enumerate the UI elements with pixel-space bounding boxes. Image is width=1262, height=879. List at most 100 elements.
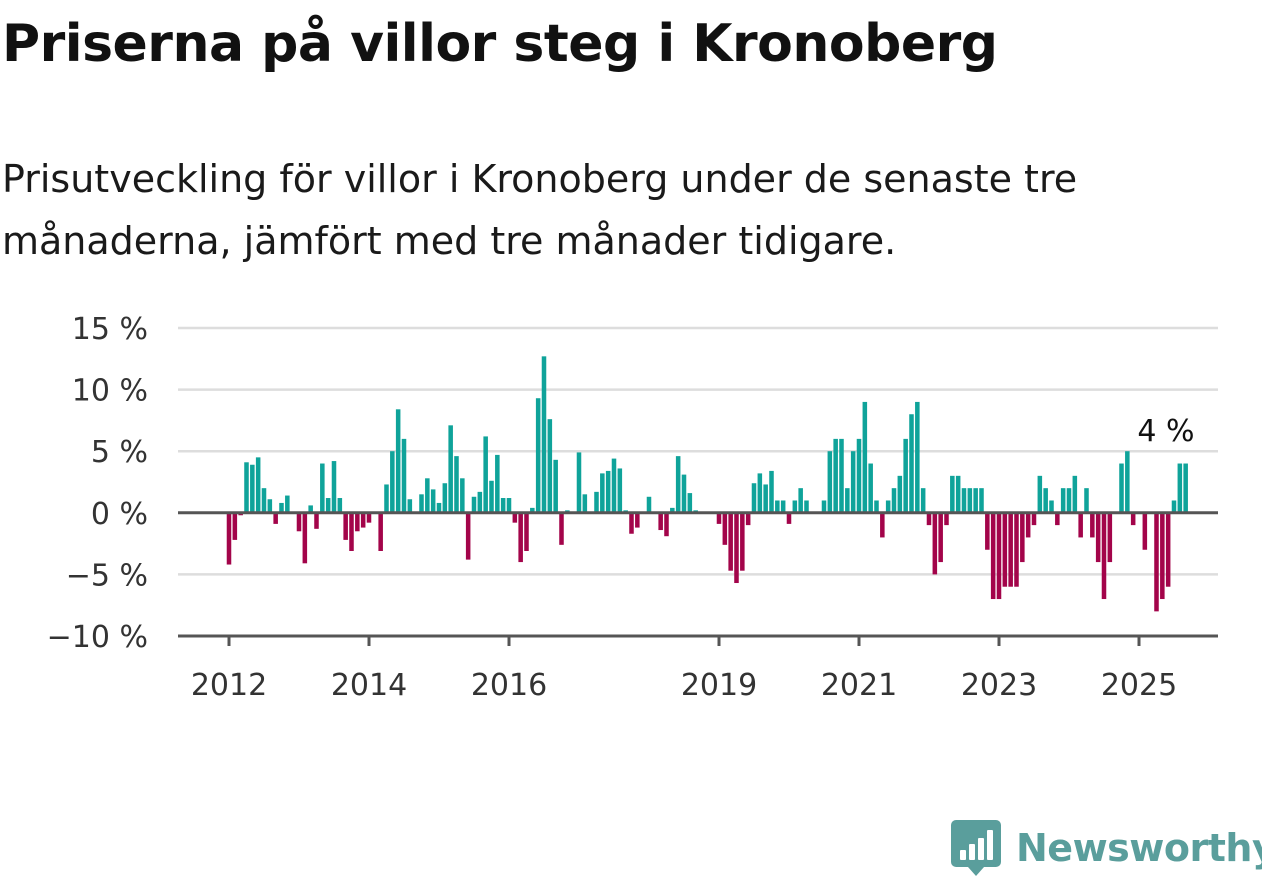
bar: [769, 470, 774, 513]
bar: [495, 454, 500, 513]
bar: [763, 484, 768, 513]
bar: [576, 452, 582, 513]
bar: [915, 401, 920, 513]
bar: [775, 500, 780, 513]
bar: [611, 458, 617, 513]
bar: [500, 498, 506, 513]
bar: [1008, 512, 1013, 587]
bar: [862, 401, 868, 513]
bar: [1049, 500, 1054, 513]
bar: [897, 475, 903, 513]
bar: [1060, 488, 1066, 513]
bar: [821, 500, 827, 513]
bar: [1177, 463, 1183, 513]
bar: [349, 512, 354, 551]
bar: [1183, 463, 1188, 513]
bar: [996, 512, 1002, 600]
bar: [1171, 500, 1177, 513]
bar: [1095, 512, 1101, 563]
bar: [874, 500, 879, 513]
bar: [471, 496, 477, 513]
bar: [477, 491, 483, 513]
bar: [856, 438, 862, 513]
bar: [378, 512, 383, 551]
bar: [1020, 512, 1025, 563]
bar: [337, 498, 343, 513]
bar: [314, 512, 319, 529]
bar: [932, 512, 938, 575]
bar: [827, 451, 833, 513]
bars: [226, 356, 1188, 612]
bar: [734, 512, 739, 584]
latest-value-label: 4 %: [1137, 414, 1194, 449]
bar: [751, 483, 757, 513]
bar: [559, 512, 564, 545]
x-tick-label: 2023: [961, 668, 1037, 703]
bar: [740, 512, 745, 571]
bar: [880, 512, 885, 538]
bar: [728, 512, 733, 571]
bar: [938, 512, 943, 563]
bar: [804, 500, 809, 513]
bar: [465, 512, 471, 560]
bar: [944, 512, 949, 526]
bar: [250, 464, 255, 513]
bar: [757, 473, 763, 513]
y-tick-label: 10 %: [72, 374, 148, 409]
bar: [296, 512, 302, 532]
bar: [1066, 488, 1072, 513]
bar: [320, 463, 325, 513]
bar: [926, 512, 932, 526]
bar: [600, 473, 605, 513]
bar: [1072, 475, 1078, 513]
bar: [617, 468, 623, 513]
bar: [285, 495, 290, 513]
bar: [687, 493, 693, 513]
bar: [355, 512, 360, 532]
bar: [454, 456, 459, 513]
bar: [366, 512, 372, 523]
bar: [868, 463, 873, 513]
bar: [419, 494, 424, 513]
bar: [955, 475, 961, 513]
bar: [325, 498, 331, 513]
bar: [1031, 512, 1037, 526]
bar: [1101, 512, 1107, 600]
bar: [255, 457, 261, 513]
chart-subtitle: Prisutveckling för villor i Kronoberg un…: [2, 157, 1078, 263]
bar: [331, 461, 337, 513]
chart-title: Priserna på villor steg i Kronoberg: [2, 14, 998, 74]
bar: [1014, 512, 1019, 587]
bar: [681, 474, 687, 513]
bar: [950, 475, 955, 513]
x-tick-label: 2025: [1101, 668, 1177, 703]
bar: [582, 494, 588, 513]
x-tick-label: 2012: [191, 668, 267, 703]
bar: [483, 436, 488, 513]
bar: [1165, 512, 1171, 587]
bar: [407, 499, 413, 513]
bar: [605, 470, 611, 513]
y-tick-label: −5 %: [66, 558, 148, 593]
x-tick-label: 2021: [821, 668, 897, 703]
bar-chart-badge-icon: [951, 820, 1001, 876]
bar: [489, 480, 494, 513]
bar: [506, 498, 512, 513]
bar: [547, 419, 553, 513]
bar: [535, 398, 541, 513]
bar: [1119, 463, 1124, 513]
bar: [308, 505, 313, 513]
bar: [722, 512, 728, 545]
bar: [891, 488, 897, 513]
bar: [646, 496, 652, 513]
bar: [675, 456, 681, 513]
bar: [839, 438, 844, 513]
bar: [1160, 512, 1165, 600]
bar: [903, 438, 908, 513]
bar: [232, 512, 238, 540]
bar: [833, 438, 838, 513]
y-tick-label: 0 %: [91, 497, 148, 532]
bar: [1125, 451, 1130, 513]
bar: [990, 512, 996, 600]
bar: [390, 451, 395, 513]
